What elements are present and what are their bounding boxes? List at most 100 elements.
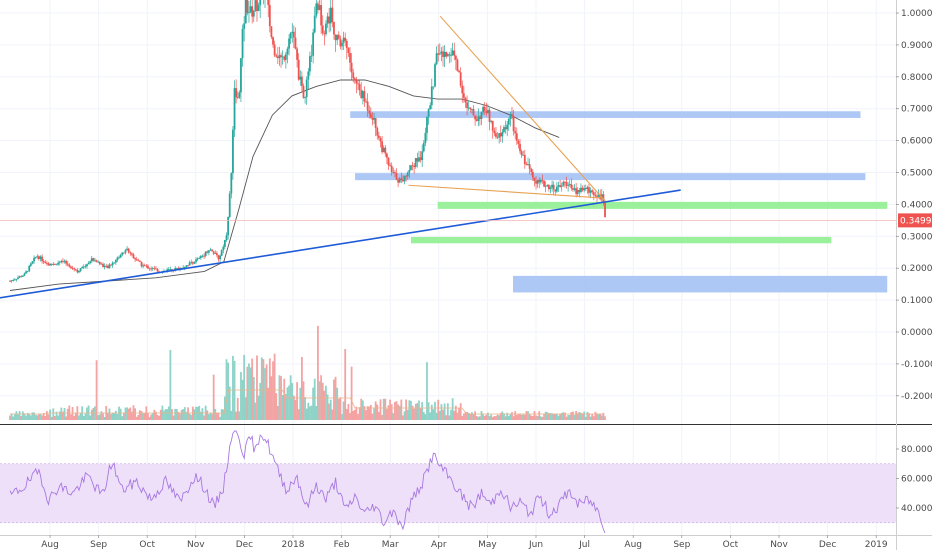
volume-bar	[299, 387, 302, 420]
volume-bar	[389, 399, 392, 420]
volume-bar	[421, 402, 424, 420]
candle-body	[461, 85, 464, 94]
time-tick-label: Dec	[819, 540, 836, 550]
time-tick-label: Sep	[673, 540, 690, 550]
volume-bar	[276, 405, 279, 420]
volume-bar	[475, 416, 478, 420]
volume-bar	[29, 415, 32, 420]
volume-bar	[565, 416, 568, 420]
candle-body	[438, 53, 441, 55]
volume-bar	[361, 400, 364, 420]
volume-bar	[450, 409, 452, 420]
candle-body	[31, 261, 34, 264]
candle-body	[232, 129, 234, 174]
volume-bar	[177, 411, 180, 420]
candle-body	[599, 194, 602, 200]
volume-bar	[135, 416, 138, 420]
volume-bar	[26, 412, 29, 420]
candle-body	[414, 158, 417, 168]
candle-body	[166, 269, 169, 271]
candle-body	[410, 165, 412, 170]
candle-body	[511, 114, 513, 117]
candle-body	[487, 109, 489, 114]
candle-body	[384, 147, 387, 154]
volume-bar	[134, 408, 136, 420]
zone-layer	[350, 111, 888, 293]
volume-bar	[10, 413, 13, 420]
candle-body	[317, 3, 319, 10]
candle-body	[552, 184, 555, 190]
candle-body	[475, 119, 478, 121]
volume-bar	[581, 413, 584, 420]
volume-bar	[60, 407, 63, 420]
volume-bar	[341, 413, 343, 420]
volume-bar	[156, 415, 159, 420]
volume-bar	[562, 412, 565, 420]
rsi-band	[0, 463, 896, 523]
volume-bar	[199, 411, 202, 420]
candle-body	[440, 51, 443, 54]
candle-body	[291, 31, 294, 34]
volume-bar	[50, 416, 53, 420]
candle-body	[240, 58, 242, 93]
candle-body	[147, 265, 149, 269]
volume-bar	[413, 408, 416, 420]
volume-bar	[42, 413, 45, 420]
volume-bar	[248, 363, 250, 420]
candle-body	[121, 252, 124, 255]
candle-body	[520, 151, 523, 156]
volume-bar	[506, 412, 509, 420]
volume-bar	[323, 390, 326, 420]
candle-body	[514, 131, 517, 134]
volume-bar	[284, 394, 287, 420]
volume-bar	[517, 413, 520, 420]
candle-body	[358, 84, 361, 91]
support-zone-3	[437, 201, 888, 209]
candle-body	[382, 147, 385, 153]
volume-bar	[74, 413, 77, 420]
volume-bar	[525, 411, 528, 420]
time-tick-label: Oct	[723, 540, 739, 550]
candle-body	[257, 5, 260, 12]
volume-bar	[418, 400, 420, 420]
volume-bar	[597, 414, 600, 420]
candle-body	[207, 250, 210, 253]
candle-body	[211, 249, 213, 252]
volume-bar	[37, 414, 40, 420]
time-tick-label: Jul	[578, 540, 590, 550]
volume-bar	[443, 403, 446, 420]
candle-body	[203, 255, 205, 257]
candle-body	[485, 110, 488, 114]
candle-body	[400, 178, 403, 181]
volume-bar	[114, 410, 117, 420]
candle-body	[584, 188, 587, 190]
time-tick-label: Apr	[431, 540, 447, 550]
volume-bar	[28, 414, 31, 420]
candle-body	[446, 54, 449, 57]
candle-body	[503, 127, 505, 132]
volume-bar	[501, 411, 504, 420]
volume-bar	[278, 375, 281, 420]
candle-body	[106, 265, 109, 269]
volume-bar	[313, 378, 316, 420]
candle-body	[278, 55, 281, 59]
volume-bar	[106, 412, 109, 420]
candle-body	[108, 264, 111, 269]
candle-body	[554, 189, 557, 192]
candle-body	[273, 44, 276, 56]
candle-body	[360, 90, 363, 98]
volume-bar	[589, 416, 592, 420]
volume-bar	[17, 414, 19, 420]
rsi-tick-label: 60.0000	[901, 475, 932, 485]
candle-body	[318, 5, 321, 10]
candle-body	[122, 252, 125, 254]
candle-body	[544, 185, 547, 187]
volume-bar	[469, 413, 472, 420]
volume-bar	[528, 414, 531, 420]
candle-layer	[9, 0, 606, 283]
candle-body	[576, 189, 579, 194]
volume-bar	[307, 402, 310, 420]
